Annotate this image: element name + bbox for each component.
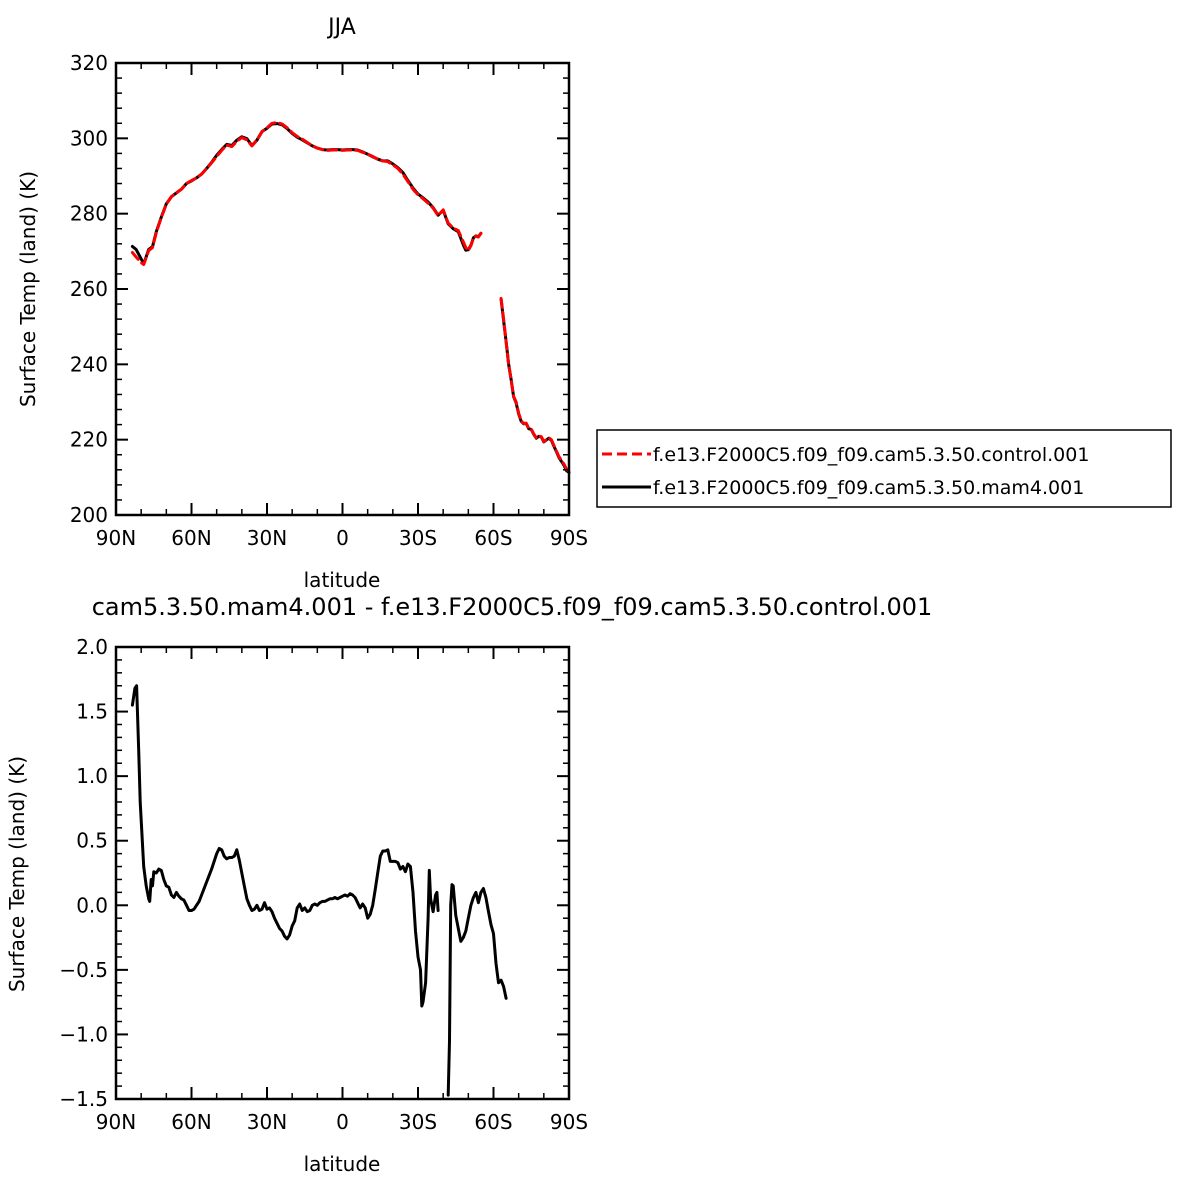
bottom-series-group: [130, 684, 508, 1097]
bottom-y-tick-label: 1.5: [76, 700, 108, 724]
bottom-x-tick-label: 30S: [399, 1110, 437, 1134]
bottom-panel: cam5.3.50.mam4.001 - f.e13.F2000C5.f09_f…: [5, 593, 932, 1176]
top-series-group: [130, 121, 571, 474]
bottom-y-tick-label: −0.5: [59, 958, 108, 982]
bottom-chart-title: cam5.3.50.mam4.001 - f.e13.F2000C5.f09_f…: [92, 593, 933, 621]
legend-label-mam4: f.e13.F2000C5.f09_f09.cam5.3.50.mam4.001: [653, 477, 1084, 499]
legend-label-control: f.e13.F2000C5.f09_f09.cam5.3.50.control.…: [653, 444, 1089, 466]
bottom-x-tick-label: 30N: [247, 1110, 287, 1134]
bottom-y-tick-label: −1.0: [59, 1022, 108, 1046]
bottom-series-0-line-segment-0: [130, 684, 440, 1008]
top-chart-title: JJA: [326, 15, 356, 40]
bottom-x-axis-title: latitude: [304, 1152, 381, 1176]
legend-box: [596, 429, 1172, 508]
bottom-y-axis-title: Surface Temp (land) (K): [5, 756, 29, 992]
bottom-y-tick-label: 0.5: [76, 829, 108, 853]
top-x-tick-label: 0: [336, 526, 349, 550]
top-x-axis-title: latitude: [304, 568, 381, 592]
top-y-tick-label: 320: [70, 51, 108, 75]
top-y-tick-label: 220: [70, 428, 108, 452]
top-plot-frame: [114, 61, 571, 517]
top-y-tick-label: 300: [70, 126, 108, 150]
bottom-axis-ticks: −1.5 −1.0 −0.5 0.0 0.5 1.0 1.5 2.0 90N 60N 30N 0 30S…: [59, 635, 588, 1134]
bottom-series-0-line-segment-1: [446, 883, 508, 1097]
top-axis-ticks: 200 220 240 260 280 300 320 90N 60N 30N 0 30S 60S 90S: [70, 51, 588, 550]
bottom-x-tick-label: 60S: [474, 1110, 512, 1134]
bottom-y-tick-label: 1.0: [76, 764, 108, 788]
bottom-x-tick-label: 90S: [550, 1110, 588, 1134]
top-x-tick-label: 30N: [247, 526, 287, 550]
top-x-tick-label: 30S: [399, 526, 437, 550]
top-x-tick-label: 90S: [550, 526, 588, 550]
bottom-y-tick-label: 0.0: [76, 893, 108, 917]
top-x-tick-label: 90N: [96, 526, 136, 550]
top-y-axis-title: Surface Temp (land) (K): [16, 171, 40, 407]
top-y-tick-label: 200: [70, 503, 108, 527]
top-y-tick-label: 260: [70, 277, 108, 301]
bottom-y-tick-label: −1.5: [59, 1087, 108, 1111]
top-y-tick-label: 240: [70, 352, 108, 376]
top-panel: JJA 200 220 240 260 280 300 320 90N 60N 30N 0 30S 60…: [16, 15, 588, 592]
bottom-x-tick-label: 90N: [96, 1110, 136, 1134]
bottom-x-tick-label: 60N: [171, 1110, 211, 1134]
legend: f.e13.F2000C5.f09_f09.cam5.3.50.control.…: [596, 429, 1172, 508]
top-series-0-line-segment-1: [499, 296, 571, 473]
bottom-y-tick-label: 2.0: [76, 635, 108, 659]
top-series-0-line-segment-0: [130, 121, 483, 266]
bottom-plot-frame: [114, 645, 571, 1101]
top-y-tick-label: 280: [70, 202, 108, 226]
top-x-tick-label: 60N: [171, 526, 211, 550]
top-series-1-line-segment-0: [130, 122, 483, 266]
bottom-x-tick-label: 0: [336, 1110, 349, 1134]
top-x-tick-label: 60S: [474, 526, 512, 550]
